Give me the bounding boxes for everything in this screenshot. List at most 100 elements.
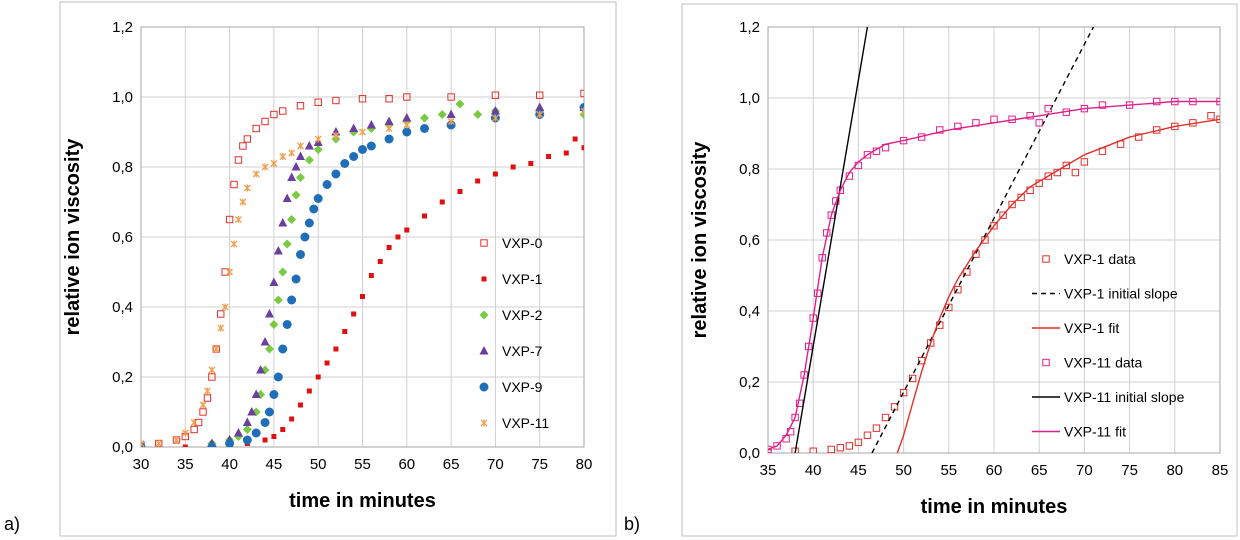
chart-a-series-vxp-7-point <box>242 417 252 426</box>
chart-a-series-vxp-2-point <box>473 110 483 119</box>
chart-a-series-vxp-11-point <box>580 107 584 115</box>
chart-b-series-vxp-1-data-point <box>1017 193 1025 202</box>
chart-a-series-vxp-9-point <box>366 141 376 151</box>
chart-b-x-tick-label: 85 <box>1212 462 1229 479</box>
chart-a-series-vxp-7-point <box>278 218 288 227</box>
chart-a-series-vxp-7-point <box>256 365 266 374</box>
chart-b-series-vxp-1-data-point <box>908 374 917 383</box>
chart-a-series-vxp-1-point <box>563 150 569 156</box>
chart-b-series-vxp-11-data-point <box>1035 119 1043 127</box>
chart-a-series-vxp-0-point <box>203 394 212 402</box>
chart-a-series-vxp-7-point <box>535 102 545 111</box>
chart-b-series-vxp-1-data-point <box>791 447 799 453</box>
chart-a-legend-vxp-2-swatch <box>479 310 489 320</box>
chart-a-x-tick-label: 55 <box>354 456 371 473</box>
panel-a-label: a) <box>4 514 20 534</box>
chart-a-series-vxp-1-point <box>528 161 534 166</box>
chart-a-series-vxp-1-point <box>306 388 312 394</box>
chart-a-series-vxp-9-point <box>264 407 274 417</box>
chart-a-series-vxp-11-point <box>447 118 455 125</box>
chart-b-series-vxp-1-data-point <box>809 447 817 453</box>
chart-a-series-vxp-11-point <box>226 268 234 276</box>
chart-a-series-vxp-9-point <box>242 435 252 445</box>
chart-a-series-vxp-0-point <box>358 95 367 103</box>
chart-b-x-tick-label: 45 <box>850 462 867 479</box>
chart-b-x-tick-label: 75 <box>1121 462 1138 479</box>
chart-a-series-vxp-0-point <box>194 418 203 427</box>
chart-a-series-vxp-1-point <box>289 416 295 422</box>
chart-b-series-vxp-1-fit <box>896 118 1220 453</box>
chart-b-series-vxp-11-data-point <box>1044 104 1052 113</box>
chart-b-y-axis-title: relative ion viscosity <box>689 141 711 339</box>
chart-a-series-vxp-11-point <box>385 125 393 132</box>
chart-a-series-vxp-0-point <box>491 91 500 99</box>
chart-a-series-vxp-2-point <box>242 425 252 434</box>
chart-b-x-tick-label: 60 <box>986 462 1003 479</box>
chart-a-plot-area <box>140 26 585 448</box>
chart-a-legend-vxp-9-swatch <box>479 382 489 392</box>
chart-a-series-vxp-11-point <box>297 142 304 150</box>
chart-b-y-tick-label: 0,0 <box>739 445 760 462</box>
chart-a-legend-vxp-11-label: VXP-11 <box>502 415 549 431</box>
chart-a-y-axis-title: relative ion viscosity <box>62 138 84 336</box>
chart-b-legend-vxp-11-data-label: VXP-11 data <box>1064 355 1143 371</box>
chart-b-x-axis-title: time in minutes <box>921 496 1068 518</box>
chart-b-series-vxp-1-data-point <box>1134 133 1143 141</box>
chart-a-x-tick-label: 35 <box>177 456 194 473</box>
chart-a-series-vxp-1-point <box>342 329 348 334</box>
chart-a-legend-vxp-7-label: VXP-7 <box>502 343 543 359</box>
chart-a-series-vxp-9-point <box>225 439 235 447</box>
chart-a-series-vxp-1-point <box>475 178 481 184</box>
chart-a-series-vxp-0-point <box>252 124 260 133</box>
chart-a-series-vxp-1-point <box>333 346 339 352</box>
chart-b-y-tick-label: 1,2 <box>739 19 760 36</box>
chart-a-series-vxp-11-point <box>332 132 340 139</box>
chart-a-series-vxp-7-point <box>273 246 283 255</box>
chart-b-series-vxp-11-data-point <box>1098 101 1107 109</box>
chart-a-series-vxp-11-point <box>491 114 499 122</box>
chart-a-series-vxp-1-point <box>377 259 383 264</box>
chart-a-series-layer <box>141 89 584 447</box>
chart-b-series-vxp-1-data-point <box>881 413 890 422</box>
chart-a-series-vxp-2-point <box>287 215 297 224</box>
chart-a-series-vxp-2-point <box>304 155 314 165</box>
chart-a-series-vxp-1-point <box>457 189 463 194</box>
chart-a-series-vxp-9-point <box>207 442 217 447</box>
chart-a-y-tick-label: 1,2 <box>112 19 133 36</box>
chart-a-series-vxp-1-point <box>324 360 330 366</box>
chart-a-series-vxp-0-point <box>536 91 544 99</box>
chart-a-series-vxp-9-point <box>402 127 412 137</box>
chart-a-series-vxp-1-point <box>262 437 268 443</box>
chart-a-series-vxp-9-point <box>384 134 394 144</box>
chart-a-series-vxp-0-point <box>234 156 243 164</box>
chart-a-series-vxp-7-point <box>282 193 292 202</box>
chart-a-series-vxp-0-point <box>279 107 287 115</box>
chart-b-series-vxp-1-data-point <box>836 443 845 452</box>
chart-b-legend: VXP-1 data VXP-1 initial slope VXP-1 fit VX… <box>1032 251 1185 440</box>
chart-a-series-vxp-11-point <box>270 160 278 167</box>
chart-a-series-vxp-9-point <box>309 204 319 214</box>
chart-b-series-vxp-11-data-point <box>768 445 772 453</box>
chart-a-series-vxp-2-point <box>278 267 288 277</box>
chart-a-legend-vxp-9-label: VXP-9 <box>502 379 543 395</box>
chart-a-series-vxp-11 <box>141 107 584 447</box>
chart-a-series-vxp-0-point <box>239 142 247 150</box>
chart-b-series-vxp-1-data-point <box>845 442 854 450</box>
chart-a-series-vxp-11-point <box>230 240 238 248</box>
chart-a-series-vxp-7-point <box>295 151 305 160</box>
chart-a-series-vxp-2-point <box>437 110 447 119</box>
chart-a-series-vxp-2-point <box>291 190 301 200</box>
chart-a-series-vxp-1-point <box>581 145 584 151</box>
chart-a-series-vxp-1-point <box>271 434 277 439</box>
chart-a-series-vxp-11-point <box>239 198 247 206</box>
chart-a-series-vxp-7-point <box>402 113 412 122</box>
chart-b-y-tick-label: 0,4 <box>739 303 760 320</box>
chart-a-y-tick-label: 0,4 <box>112 299 133 316</box>
chart-a-series-vxp-1-point <box>280 427 286 432</box>
chart-a-series-vxp-11-point <box>403 121 411 129</box>
chart-a-y-tick-label: 0,6 <box>112 229 133 246</box>
chart-a-series-vxp-7-point <box>264 309 274 318</box>
chart-a-series-vxp-9-point <box>358 145 367 154</box>
chart-a-series-vxp-0-point <box>403 93 411 101</box>
chart-a-series-vxp-9-point <box>273 372 283 382</box>
